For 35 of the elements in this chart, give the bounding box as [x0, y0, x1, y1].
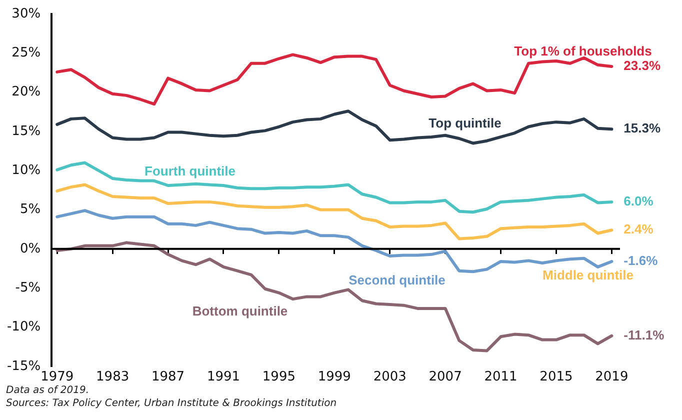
y-tick-label: 15%	[12, 124, 41, 139]
x-tick-label: 2019	[595, 370, 628, 385]
y-tick-label: 10%	[12, 162, 41, 178]
x-tick-label: 1999	[318, 370, 351, 385]
y-tick-label: 25%	[12, 46, 41, 61]
x-tick-label: 2003	[373, 370, 406, 385]
y-tick-label: -15%	[6, 358, 41, 374]
source-note: Sources: Tax Policy Center, Urban Institute & Brookings Institution	[6, 397, 337, 410]
y-tick-label: 0%	[20, 241, 41, 256]
x-tick-label: 1987	[151, 370, 185, 385]
series-label: Fourth quintile	[144, 164, 236, 179]
series-label: Top 1% of households	[514, 44, 652, 59]
y-tick-label: -5%	[15, 280, 41, 296]
data-label: 15.3%	[624, 120, 661, 136]
y-tick-label: 30%	[12, 6, 41, 22]
x-tick-label: 1979	[40, 370, 74, 385]
x-tick-label: 2015	[540, 370, 573, 385]
x-tick-label: 2011	[484, 370, 518, 385]
data-label: 2.4%	[624, 222, 654, 237]
series-label: Second quintile	[348, 272, 446, 288]
series-label: Top quintile	[428, 116, 502, 131]
x-tick-label: 1995	[262, 370, 296, 385]
y-tick-label: 20%	[12, 84, 41, 100]
text: Data as of 2019.	[6, 384, 90, 397]
data-label: 6.0%	[624, 194, 654, 209]
data-label: -1.6%	[624, 253, 658, 268]
x-tick-label: 2007	[428, 370, 462, 385]
y-tick-label: 5%	[20, 202, 41, 218]
text: Middle quintile	[542, 268, 634, 283]
x-tick-label: 1991	[206, 370, 240, 385]
x-tick-label: 1983	[96, 370, 130, 385]
y-tick-label: -10%	[6, 320, 41, 335]
series-label: Bottom quintile	[192, 304, 288, 319]
data-label: -11.1%	[624, 327, 665, 342]
data-label: 23.3%	[624, 58, 661, 74]
